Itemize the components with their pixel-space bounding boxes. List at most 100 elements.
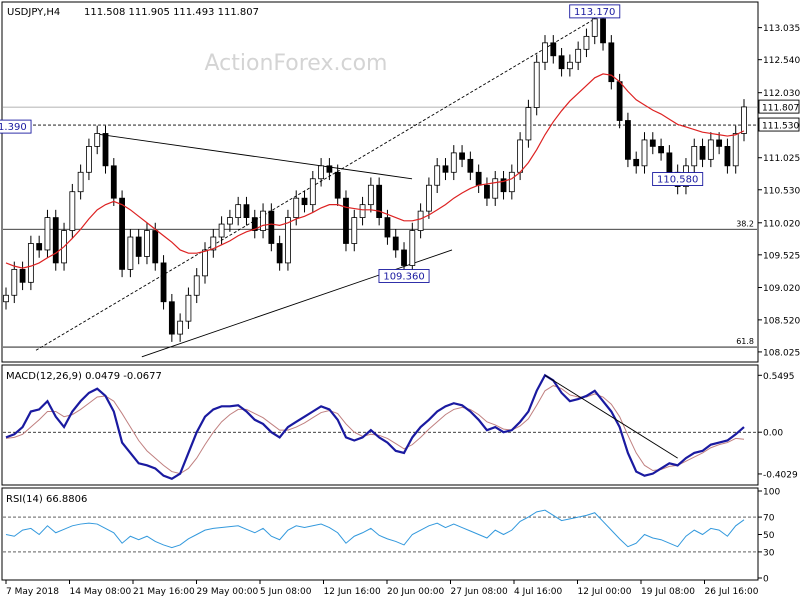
candle-body <box>359 204 366 218</box>
macd-scale-label: -0.4029 <box>763 470 798 480</box>
x-axis-label: 19 Jul 08:00 <box>641 587 695 597</box>
candle-body <box>226 217 233 225</box>
candle-body <box>119 197 125 270</box>
candle-body <box>276 243 283 264</box>
candle-body <box>442 165 449 173</box>
candle-body <box>27 243 34 283</box>
candle-body <box>11 268 18 296</box>
candle-body <box>293 197 300 219</box>
price-scale-label: 108.025 <box>763 348 800 358</box>
candle-body <box>235 204 242 218</box>
candle-body <box>649 139 656 147</box>
rsi-title: RSI(14) 66.8806 <box>6 494 87 505</box>
x-axis: 7 May 2018 14 May 08:00 21 May 16:00 29 May… <box>5 580 759 597</box>
rsi-scale-label: 70 <box>763 514 775 524</box>
candle-body <box>202 249 208 277</box>
candle-body <box>36 243 43 251</box>
candle-body <box>168 301 175 335</box>
rsi-layer: 100 70 50 30 0 <box>3 488 780 585</box>
candle-body <box>343 197 349 244</box>
candle-body <box>591 18 598 37</box>
candle-body <box>699 145 706 160</box>
candle-body <box>517 139 524 173</box>
channel-trend-line <box>35 18 595 351</box>
candle-body <box>69 191 76 231</box>
candle-body <box>575 48 582 63</box>
candle-body <box>243 204 250 218</box>
candle-body <box>110 165 117 199</box>
macd-title: MACD(12,26,9) 0.0479 -0.0677 <box>6 371 162 382</box>
candle-body <box>52 217 59 264</box>
price-annotation-box <box>378 269 430 283</box>
rsi-scale-label: 50 <box>763 531 775 541</box>
price-scale: 113.035 112.540 112.030 111.530 111.025 110.5… <box>758 24 800 358</box>
reference-price-tag-box <box>758 117 800 132</box>
candle-body <box>658 145 664 154</box>
candle-body <box>94 133 101 147</box>
price-annotation-box <box>0 119 32 134</box>
candle-body <box>160 262 167 303</box>
candle-body <box>326 165 333 173</box>
candle-body <box>558 55 565 70</box>
price-annotation: 113.170 <box>574 7 615 18</box>
price-layer: 38.2 61.8 113.170 111.390 110.580 109.360 <box>0 4 757 358</box>
macd-scale-label: 0.5495 <box>763 372 795 382</box>
candle-body <box>542 42 548 63</box>
candle-body <box>741 106 747 134</box>
macd-trend-line <box>544 374 678 459</box>
x-axis-label: 26 Jul 16:00 <box>705 587 759 597</box>
price-scale-label: 110.020 <box>763 219 800 229</box>
triangle-lower-line <box>141 249 453 358</box>
candle-body <box>367 184 374 206</box>
candle-body <box>376 184 383 218</box>
candle-body <box>459 152 465 160</box>
reference-price-tag: 111.530 <box>762 122 799 132</box>
candle-body <box>525 107 532 141</box>
rsi-panel-frame <box>1 487 759 581</box>
rsi-scale-label: 0 <box>763 575 769 585</box>
candle-body <box>467 158 474 173</box>
candle-body <box>732 133 739 167</box>
macd-panel-frame <box>1 364 759 486</box>
candle-body <box>616 81 623 121</box>
x-axis-label: 12 Jul 00:00 <box>578 587 632 597</box>
price-scale-label: 109.020 <box>763 284 800 294</box>
price-annotation: 111.390 <box>0 122 27 133</box>
candle-body <box>177 320 184 335</box>
x-axis-label: 29 May 00:00 <box>197 587 259 597</box>
candle-body <box>218 223 225 238</box>
x-axis-label: 4 Jul 16:00 <box>514 587 563 597</box>
price-scale-label: 109.525 <box>763 251 800 261</box>
candle-body <box>86 145 92 173</box>
candle-body <box>666 152 673 173</box>
candle-body <box>309 178 316 206</box>
candle-body <box>608 42 615 83</box>
price-annotation-box <box>652 172 704 186</box>
candle-body <box>484 184 490 199</box>
candle-body <box>625 120 631 160</box>
candle-body <box>691 145 698 167</box>
candle-body <box>500 178 507 193</box>
price-annotation: 110.580 <box>657 175 698 186</box>
price-panel-frame <box>1 1 759 363</box>
x-axis-label: 20 Jun 00:00 <box>387 587 444 597</box>
current-price-tag: 111.807 <box>762 104 799 114</box>
candle-body <box>550 42 557 57</box>
x-axis-label: 14 May 08:00 <box>70 587 132 597</box>
triangle-upper-line <box>97 133 413 180</box>
candle-body <box>533 61 540 108</box>
candle-body <box>392 236 399 251</box>
candle-body <box>251 217 258 231</box>
candle-body <box>425 184 432 212</box>
candle-body <box>434 165 441 186</box>
candle-body <box>492 178 499 199</box>
price-scale-label: 112.030 <box>763 89 800 99</box>
macd-line <box>5 373 745 481</box>
candle-body <box>260 210 266 231</box>
candle-body <box>193 275 200 296</box>
macd-scale-label: 0.00 <box>763 429 783 439</box>
candle-body <box>127 236 134 270</box>
candle-body <box>475 171 482 186</box>
